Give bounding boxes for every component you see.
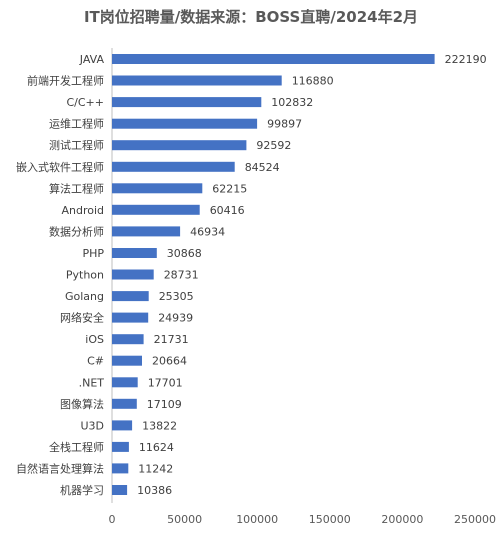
category-label-2: C/C++	[66, 96, 104, 109]
value-label-20: 10386	[137, 484, 172, 497]
category-label-10: Python	[66, 269, 104, 282]
x-tick-label-1: 50000	[167, 513, 202, 526]
bar-6	[112, 183, 203, 194]
value-label-13: 21731	[154, 333, 189, 346]
bar-10	[112, 269, 154, 280]
value-label-7: 60416	[210, 204, 245, 217]
value-label-1: 116880	[292, 75, 334, 88]
bar-13	[112, 334, 144, 345]
value-label-17: 13822	[142, 419, 177, 432]
value-label-3: 99897	[267, 118, 302, 131]
bar-3	[112, 118, 258, 129]
category-label-5: 嵌入式软件工程师	[16, 160, 104, 174]
category-label-3: 运维工程师	[49, 118, 104, 131]
category-label-16: 图像算法	[60, 397, 104, 411]
category-label-4: 测试工程师	[49, 139, 104, 152]
value-label-18: 11624	[139, 441, 174, 454]
bar-17	[112, 420, 133, 431]
bar-8	[112, 226, 181, 237]
value-label-19: 11242	[138, 462, 173, 475]
bar-18	[112, 441, 129, 452]
category-label-9: PHP	[82, 247, 104, 260]
value-label-6: 62215	[212, 182, 247, 195]
bar-16	[112, 398, 137, 409]
category-label-8: 数据分析师	[49, 224, 104, 238]
bar-9	[112, 248, 157, 258]
value-label-8: 46934	[190, 225, 225, 238]
bar-0	[112, 54, 435, 64]
bars-group	[112, 54, 435, 495]
category-label-11: Golang	[65, 290, 104, 303]
value-label-16: 17109	[147, 398, 182, 411]
category-label-14: C#	[87, 355, 104, 368]
value-label-4: 92592	[256, 139, 291, 152]
value-label-11: 25305	[159, 290, 194, 303]
bar-4	[112, 140, 247, 151]
bar-15	[112, 377, 138, 388]
value-label-2: 102832	[271, 96, 313, 109]
value-label-10: 28731	[164, 269, 199, 282]
bar-12	[112, 312, 149, 323]
category-label-7: Android	[61, 204, 104, 217]
x-tick-label-5: 250000	[454, 513, 496, 526]
x-tick-label-0: 0	[109, 513, 116, 526]
value-label-0: 222190	[445, 53, 487, 66]
value-label-5: 84524	[245, 161, 280, 174]
x-tick-label-2: 100000	[236, 513, 278, 526]
x-tick-label-3: 150000	[309, 513, 351, 526]
category-label-1: 前端开发工程师	[27, 74, 104, 88]
value-labels: 222190 116880 102832 99897 92592 84524 62215 60…	[137, 53, 487, 497]
category-label-6: 算法工程师	[49, 181, 104, 195]
category-label-0: JAVA	[79, 53, 105, 66]
category-label-19: 自然语言处理算法	[16, 461, 104, 475]
value-label-12: 24939	[158, 312, 193, 325]
category-label-15: .NET	[79, 376, 105, 389]
value-label-15: 17701	[148, 376, 183, 389]
value-label-9: 30868	[167, 247, 202, 260]
bar-7	[112, 204, 200, 215]
category-label-17: U3D	[80, 419, 104, 432]
bar-19	[112, 463, 129, 474]
bar-1	[112, 75, 282, 86]
bar-14	[112, 355, 142, 366]
bar-20	[112, 485, 128, 495]
category-label-13: iOS	[85, 333, 104, 346]
category-label-18: 全栈工程师	[49, 440, 104, 454]
category-label-12: 网络安全	[60, 311, 104, 325]
x-tick-labels: 0 50000 100000 150000 200000 250000	[109, 513, 497, 526]
bar-2	[112, 97, 262, 108]
chart-title: IT岗位招聘量/数据来源：BOSS直聘/2024年2月	[84, 8, 418, 26]
x-tick-label-4: 200000	[381, 513, 423, 526]
bar-5	[112, 161, 235, 172]
bar-11	[112, 291, 149, 302]
value-label-14: 20664	[152, 355, 187, 368]
category-label-20: 机器学习	[60, 483, 104, 497]
